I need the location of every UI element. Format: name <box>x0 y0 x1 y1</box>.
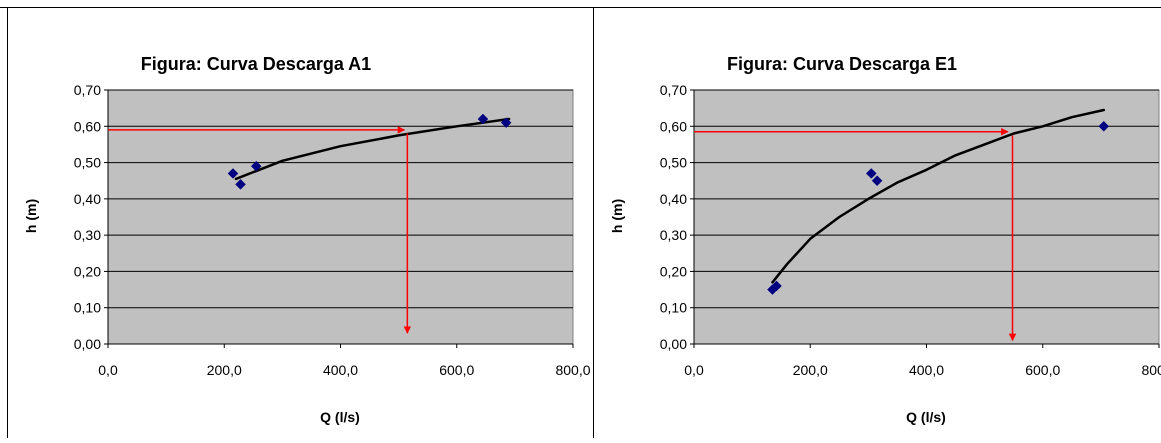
y-tick-label: 0,30 <box>660 227 687 243</box>
y-tick-label: 0,70 <box>660 82 687 98</box>
x-tick-label: 800,0 <box>1141 362 1161 378</box>
y-axis-label: h (m) <box>23 199 39 233</box>
x-axis-label: Q (l/s) <box>906 409 946 425</box>
data-point <box>227 168 239 179</box>
data-point <box>1098 120 1110 132</box>
x-tick-label: 400,0 <box>909 362 944 378</box>
y-tick-label: 0,10 <box>660 300 687 316</box>
x-tick-label: 0,0 <box>684 362 704 378</box>
x-tick-label: 0,0 <box>98 362 118 378</box>
y-axis-label: h (m) <box>609 199 625 233</box>
data-point <box>235 178 246 190</box>
data-point <box>500 117 512 129</box>
x-tick-label: 400,0 <box>323 362 358 378</box>
y-tick-label: 0,20 <box>74 263 101 279</box>
chart-a1: Figura: Curva Descarga A1 h (m) Q (l/s) … <box>23 54 591 425</box>
y-tick-label: 0,40 <box>660 191 687 207</box>
x-tick-label: 600,0 <box>439 362 474 378</box>
y-tick-label: 0,30 <box>74 227 101 243</box>
chart-panel-e1: Figura: Curva Descarga E1 h (m) Q (l/s) … <box>594 8 1161 438</box>
trendline <box>234 117 511 181</box>
x-tick-label: 200,0 <box>207 362 242 378</box>
plot-area <box>107 89 574 345</box>
plot-area <box>693 89 1160 345</box>
y-tick-label: 0,40 <box>74 191 101 207</box>
frame-top-border <box>0 7 1161 8</box>
y-tick-label: 0,00 <box>660 336 687 352</box>
data-point <box>771 280 782 292</box>
frame-left-border <box>7 7 8 438</box>
y-tick-label: 0,10 <box>74 300 101 316</box>
y-tick-label: 0,20 <box>660 263 687 279</box>
y-tick-label: 0,70 <box>74 82 101 98</box>
data-point <box>865 168 877 179</box>
x-tick-label: 600,0 <box>1025 362 1060 378</box>
data-point <box>871 175 883 187</box>
chart-e1: Figura: Curva Descarga E1 h (m) Q (l/s) … <box>609 54 1161 425</box>
y-tick-label: 0,00 <box>74 336 101 352</box>
x-tick-label: 800,0 <box>555 362 590 378</box>
x-tick-label: 200,0 <box>793 362 828 378</box>
y-tick-label: 0,50 <box>660 155 687 171</box>
y-tick-label: 0,60 <box>660 118 687 134</box>
x-axis-label: Q (l/s) <box>320 409 360 425</box>
chart-title: Figura: Curva Descarga E1 <box>727 54 957 74</box>
chart-title: Figura: Curva Descarga A1 <box>141 54 371 74</box>
y-tick-label: 0,60 <box>74 118 101 134</box>
data-point <box>477 113 489 125</box>
frame-divider <box>593 7 594 438</box>
trendline <box>771 108 1106 284</box>
y-tick-label: 0,50 <box>74 155 101 171</box>
data-point <box>250 160 262 172</box>
chart-panel-a1: Figura: Curva Descarga A1 h (m) Q (l/s) … <box>8 8 593 438</box>
